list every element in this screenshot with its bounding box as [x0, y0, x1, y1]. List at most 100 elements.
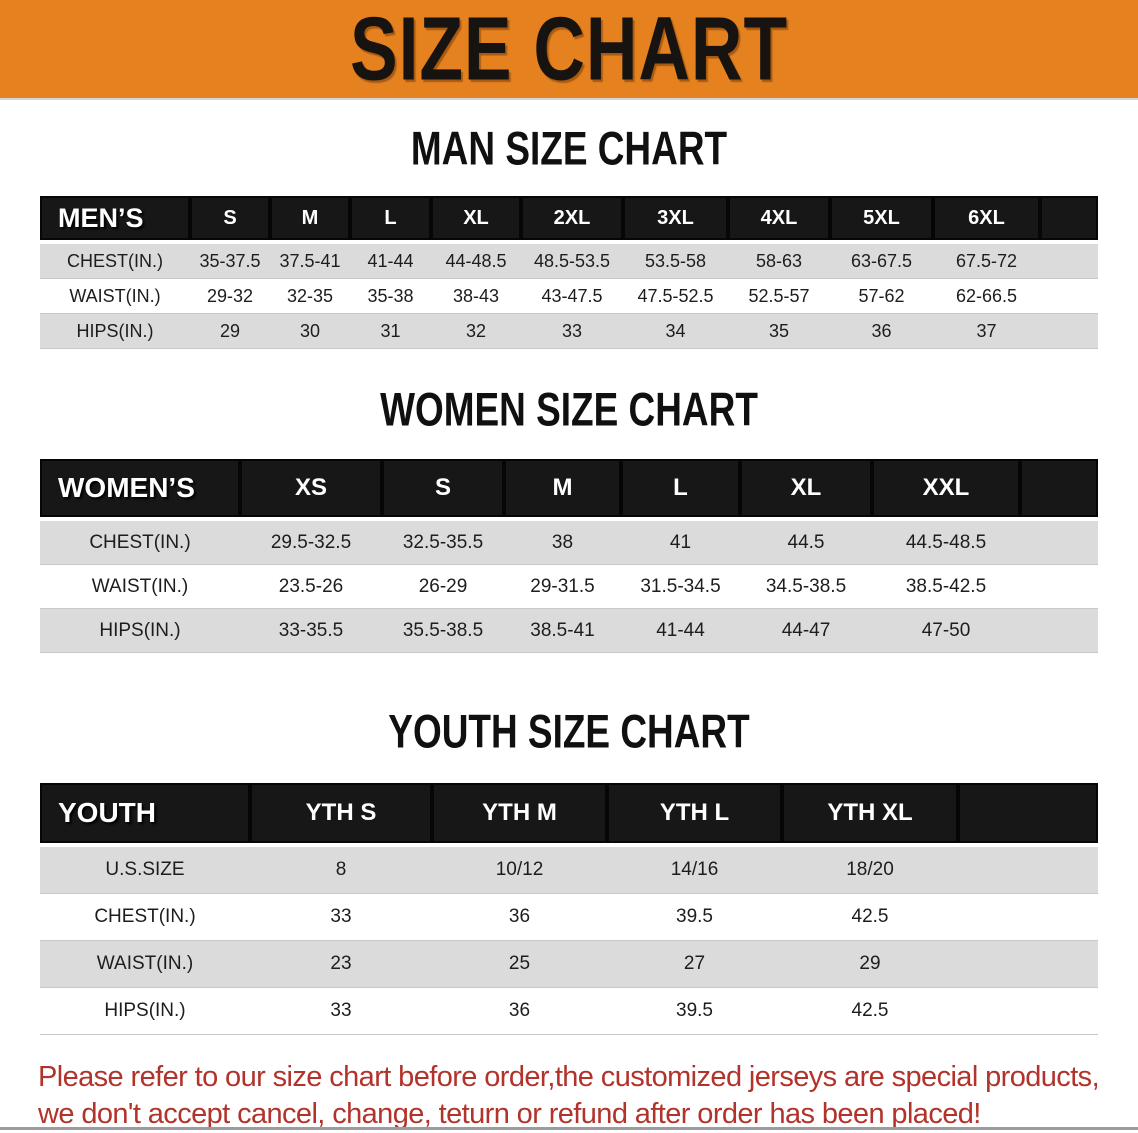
filler-cell: [1040, 279, 1098, 314]
youth-size-table: YOUTH YTH S YTH M YTH L YTH XL U.S.SIZE …: [40, 783, 1098, 1035]
filler-cell: [1020, 609, 1098, 653]
men-size-table: MEN’S S M L XL 2XL 3XL 4XL 5XL 6XL CHEST…: [40, 196, 1098, 349]
size-cell: 32.5-35.5: [382, 521, 504, 565]
men-col-header: 2XL: [521, 196, 623, 244]
size-cell: 29-31.5: [504, 565, 621, 609]
men-corner-label: MEN’S: [40, 196, 190, 244]
size-cell: 31.5-34.5: [621, 565, 740, 609]
youth-row-label: U.S.SIZE: [40, 847, 250, 894]
size-cell: 36: [830, 314, 933, 349]
size-cell: 57-62: [830, 279, 933, 314]
youth-header-row: YOUTH YTH S YTH M YTH L YTH XL: [40, 783, 1098, 847]
women-header-row: WOMEN’S XS S M L XL XXL: [40, 459, 1098, 521]
filler-cell: [1040, 244, 1098, 279]
size-cell: 44-48.5: [431, 244, 521, 279]
table-row: HIPS(IN.) 33-35.5 35.5-38.5 38.5-41 41-4…: [40, 609, 1098, 653]
youth-section-heading: YOUTH SIZE CHART: [388, 705, 750, 758]
size-cell: 33: [250, 894, 432, 941]
men-col-header: 5XL: [830, 196, 933, 244]
women-col-header: L: [621, 459, 740, 521]
women-section-heading: WOMEN SIZE CHART: [380, 383, 758, 436]
youth-corner-label: YOUTH: [40, 783, 250, 847]
men-col-header: S: [190, 196, 270, 244]
size-cell: 35.5-38.5: [382, 609, 504, 653]
women-col-header: XS: [240, 459, 382, 521]
men-col-header: 3XL: [623, 196, 728, 244]
youth-header-filler: [958, 783, 1098, 847]
page-title: SIZE CHART: [349, 0, 789, 100]
men-col-header: M: [270, 196, 350, 244]
youth-row-label: WAIST(IN.): [40, 941, 250, 988]
size-cell: 10/12: [432, 847, 607, 894]
size-cell: 38: [504, 521, 621, 565]
table-row: CHEST(IN.) 33 36 39.5 42.5: [40, 894, 1098, 941]
size-cell: 33: [521, 314, 623, 349]
table-row: WAIST(IN.) 29-32 32-35 35-38 38-43 43-47…: [40, 279, 1098, 314]
table-row: HIPS(IN.) 29 30 31 32 33 34 35 36 37: [40, 314, 1098, 349]
women-col-header: S: [382, 459, 504, 521]
women-col-header: XL: [740, 459, 872, 521]
size-cell: 14/16: [607, 847, 782, 894]
size-cell: 41-44: [350, 244, 431, 279]
filler-cell: [1040, 314, 1098, 349]
size-cell: 41-44: [621, 609, 740, 653]
youth-row-label: HIPS(IN.): [40, 988, 250, 1035]
size-cell: 35-37.5: [190, 244, 270, 279]
size-cell: 39.5: [607, 988, 782, 1035]
size-cell: 67.5-72: [933, 244, 1040, 279]
size-cell: 29: [190, 314, 270, 349]
women-size-table: WOMEN’S XS S M L XL XXL CHEST(IN.) 29.5-…: [40, 459, 1098, 653]
filler-cell: [958, 894, 1098, 941]
men-header-filler: [1040, 196, 1098, 244]
size-cell: 36: [432, 988, 607, 1035]
size-cell: 44.5: [740, 521, 872, 565]
size-cell: 52.5-57: [728, 279, 830, 314]
men-row-label: WAIST(IN.): [40, 279, 190, 314]
men-row-label: HIPS(IN.): [40, 314, 190, 349]
table-row: CHEST(IN.) 29.5-32.5 32.5-35.5 38 41 44.…: [40, 521, 1098, 565]
size-cell: 38.5-42.5: [872, 565, 1020, 609]
size-cell: 43-47.5: [521, 279, 623, 314]
table-row: HIPS(IN.) 33 36 39.5 42.5: [40, 988, 1098, 1035]
size-cell: 32: [431, 314, 521, 349]
size-cell: 29.5-32.5: [240, 521, 382, 565]
men-col-header: L: [350, 196, 431, 244]
size-cell: 53.5-58: [623, 244, 728, 279]
size-cell: 31: [350, 314, 431, 349]
size-cell: 42.5: [782, 988, 958, 1035]
size-cell: 34.5-38.5: [740, 565, 872, 609]
size-cell: 33: [250, 988, 432, 1035]
size-cell: 35-38: [350, 279, 431, 314]
filler-cell: [1020, 565, 1098, 609]
table-row: CHEST(IN.) 35-37.5 37.5-41 41-44 44-48.5…: [40, 244, 1098, 279]
size-cell: 63-67.5: [830, 244, 933, 279]
size-cell: 23: [250, 941, 432, 988]
size-cell: 32-35: [270, 279, 350, 314]
size-cell: 25: [432, 941, 607, 988]
size-cell: 44-47: [740, 609, 872, 653]
size-cell: 47-50: [872, 609, 1020, 653]
filler-cell: [1020, 521, 1098, 565]
size-cell: 26-29: [382, 565, 504, 609]
size-cell: 38.5-41: [504, 609, 621, 653]
table-row: WAIST(IN.) 23 25 27 29: [40, 941, 1098, 988]
size-cell: 37: [933, 314, 1040, 349]
disclaimer-note: Please refer to our size chart before or…: [38, 1059, 1138, 1133]
size-cell: 23.5-26: [240, 565, 382, 609]
size-cell: 33-35.5: [240, 609, 382, 653]
women-col-header: M: [504, 459, 621, 521]
youth-row-label: CHEST(IN.): [40, 894, 250, 941]
youth-col-header: YTH L: [607, 783, 782, 847]
size-cell: 42.5: [782, 894, 958, 941]
size-cell: 44.5-48.5: [872, 521, 1020, 565]
disclaimer-line-1: Please refer to our size chart before or…: [38, 1061, 1100, 1093]
men-header-row: MEN’S S M L XL 2XL 3XL 4XL 5XL 6XL: [40, 196, 1098, 244]
men-col-header: 6XL: [933, 196, 1040, 244]
women-header-filler: [1020, 459, 1098, 521]
table-row: WAIST(IN.) 23.5-26 26-29 29-31.5 31.5-34…: [40, 565, 1098, 609]
women-row-label: WAIST(IN.): [40, 565, 240, 609]
size-cell: 34: [623, 314, 728, 349]
size-cell: 18/20: [782, 847, 958, 894]
size-cell: 39.5: [607, 894, 782, 941]
women-row-label: CHEST(IN.): [40, 521, 240, 565]
